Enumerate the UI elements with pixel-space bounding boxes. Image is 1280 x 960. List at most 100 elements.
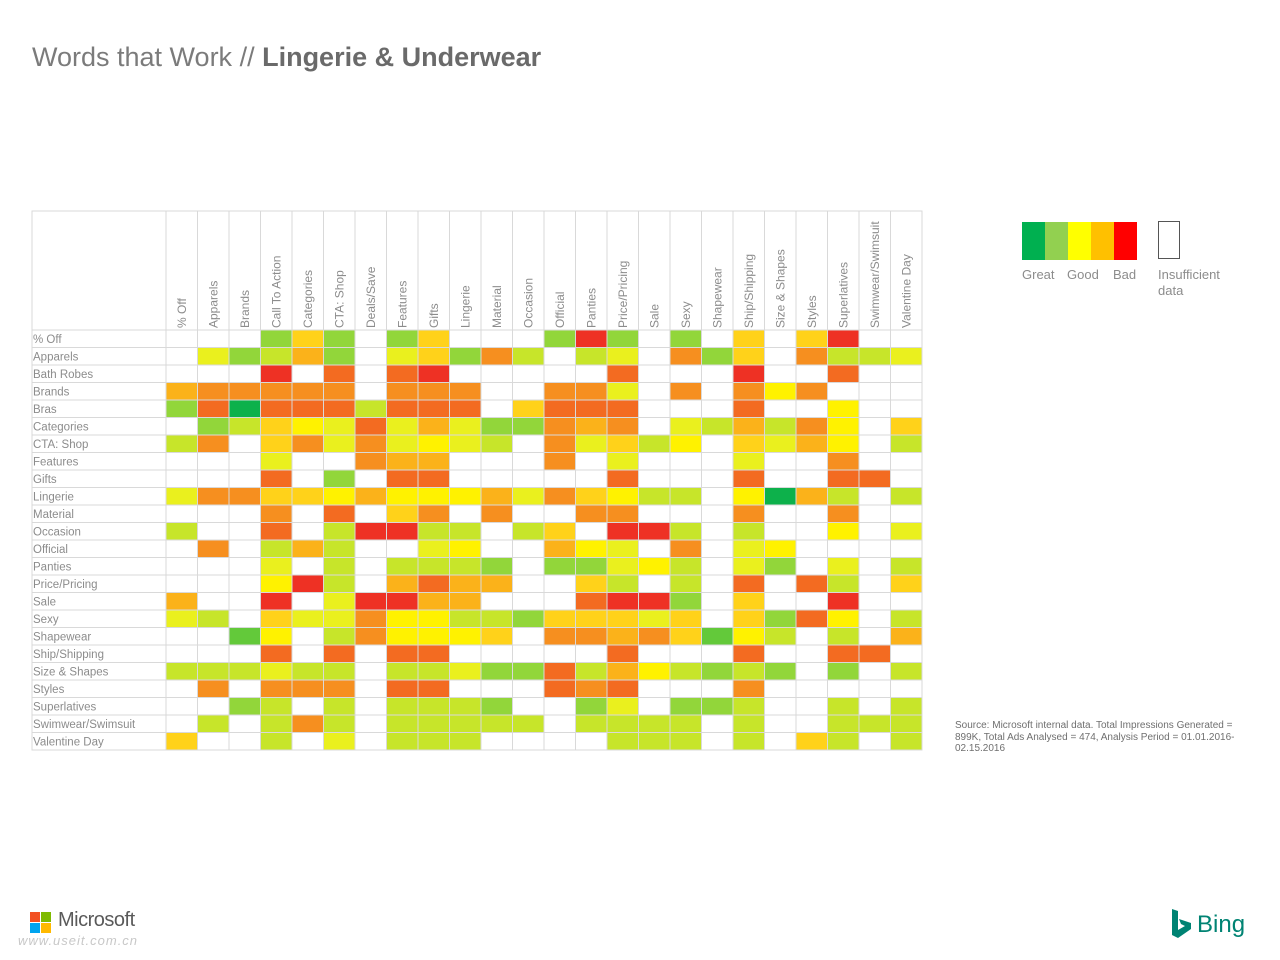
- heatmap-cell: [607, 592, 639, 610]
- heatmap-cell: [481, 662, 513, 680]
- row-label: Ship/Shipping: [33, 649, 104, 661]
- heatmap-cell: [449, 610, 481, 628]
- heatmap-cell: [323, 575, 355, 593]
- heatmap-cell: [260, 715, 292, 733]
- heatmap-cell: [481, 610, 513, 628]
- heatmap-cell: [764, 557, 796, 575]
- column-label: Categories: [301, 270, 315, 328]
- column-label: Styles: [805, 295, 819, 328]
- heatmap-cell: [418, 417, 450, 435]
- heatmap-cell: [733, 435, 765, 453]
- heatmap-cell: [890, 487, 922, 505]
- row-label: % Off: [33, 334, 62, 346]
- heatmap-cell: [481, 435, 513, 453]
- heatmap-cell: [670, 732, 702, 750]
- heatmap-cell: [890, 417, 922, 435]
- heatmap-cell: [449, 575, 481, 593]
- heatmap-cell: [544, 435, 576, 453]
- heatmap-cell: [197, 435, 229, 453]
- heatmap-cell: [260, 610, 292, 628]
- column-label: Ship/Shipping: [742, 254, 756, 328]
- heatmap-cell: [260, 347, 292, 365]
- heatmap-cell: [386, 330, 418, 348]
- heatmap-cell: [229, 487, 261, 505]
- heatmap-cell: [323, 645, 355, 663]
- ms-logo-yellow-square: [41, 923, 51, 933]
- heatmap-cell: [733, 557, 765, 575]
- heatmap-cell: [796, 575, 828, 593]
- heatmap-cell: [292, 680, 324, 698]
- heatmap-cell: [292, 487, 324, 505]
- heatmap-cell: [544, 417, 576, 435]
- heatmap-cell: [575, 662, 607, 680]
- heatmap-cell: [764, 610, 796, 628]
- heatmap-cell: [544, 522, 576, 540]
- row-label: Categories: [33, 422, 89, 434]
- heatmap-cell: [575, 715, 607, 733]
- heatmap-cell: [418, 592, 450, 610]
- heatmap-cell: [670, 575, 702, 593]
- heatmap-cell: [229, 697, 261, 715]
- legend-swatch-good-green: [1045, 222, 1068, 260]
- heatmap-cell: [418, 365, 450, 383]
- heatmap-cell: [859, 470, 891, 488]
- row-label: Valentine Day: [33, 737, 104, 749]
- heatmap-cell: [166, 610, 198, 628]
- column-label: Deals/Save: [364, 266, 378, 328]
- heatmap-cell: [733, 417, 765, 435]
- column-label: Lingerie: [458, 285, 472, 328]
- heatmap-cell: [607, 732, 639, 750]
- column-label: Apparels: [206, 281, 220, 328]
- heatmap-cell: [670, 487, 702, 505]
- heatmap-cell: [670, 715, 702, 733]
- heatmap-cell: [449, 715, 481, 733]
- source-note: Source: Microsoft internal data. Total I…: [955, 720, 1235, 754]
- heatmap-cell: [323, 680, 355, 698]
- heatmap-cell: [733, 470, 765, 488]
- heatmap-cell: [323, 505, 355, 523]
- heatmap-cell: [733, 592, 765, 610]
- column-label: Shapewear: [710, 267, 724, 328]
- heatmap-cell: [260, 382, 292, 400]
- heatmap-cell: [481, 505, 513, 523]
- heatmap-cell: [292, 330, 324, 348]
- heatmap-cell: [418, 575, 450, 593]
- heatmap-cell: [197, 487, 229, 505]
- heatmap-cell: [386, 452, 418, 470]
- heatmap-cell: [701, 347, 733, 365]
- heatmap-cell: [166, 382, 198, 400]
- heatmap-cell: [764, 627, 796, 645]
- heatmap-cell: [575, 347, 607, 365]
- heatmap-cell: [292, 540, 324, 558]
- heatmap-cell: [859, 645, 891, 663]
- legend-swatch-good: [1068, 222, 1091, 260]
- heatmap-grid: [31, 210, 923, 751]
- column-label: Call To Action: [269, 256, 283, 329]
- legend-label-great: Great: [1022, 267, 1055, 282]
- heatmap-cell: [670, 522, 702, 540]
- heatmap-cell: [607, 557, 639, 575]
- heatmap-cell: [607, 487, 639, 505]
- row-label: Gifts: [33, 474, 57, 486]
- column-label: Brands: [238, 290, 252, 328]
- heatmap-cell: [733, 330, 765, 348]
- heatmap-cell: [449, 557, 481, 575]
- heatmap-cell: [418, 382, 450, 400]
- heatmap-cell: [323, 382, 355, 400]
- heatmap-cell: [607, 470, 639, 488]
- heatmap-cell: [827, 662, 859, 680]
- heatmap-cell: [323, 365, 355, 383]
- heatmap-cell: [481, 627, 513, 645]
- heatmap-cell: [323, 330, 355, 348]
- column-label: Valentine Day: [899, 254, 913, 328]
- heatmap-cell: [292, 347, 324, 365]
- heatmap-cell: [575, 400, 607, 418]
- row-label: Sexy: [33, 614, 59, 626]
- heatmap-cell: [827, 697, 859, 715]
- heatmap-cell: [701, 627, 733, 645]
- heatmap-cell: [166, 662, 198, 680]
- heatmap-cell: [607, 627, 639, 645]
- heatmap-cell: [607, 505, 639, 523]
- heatmap-cell: [796, 347, 828, 365]
- heatmap-cell: [260, 592, 292, 610]
